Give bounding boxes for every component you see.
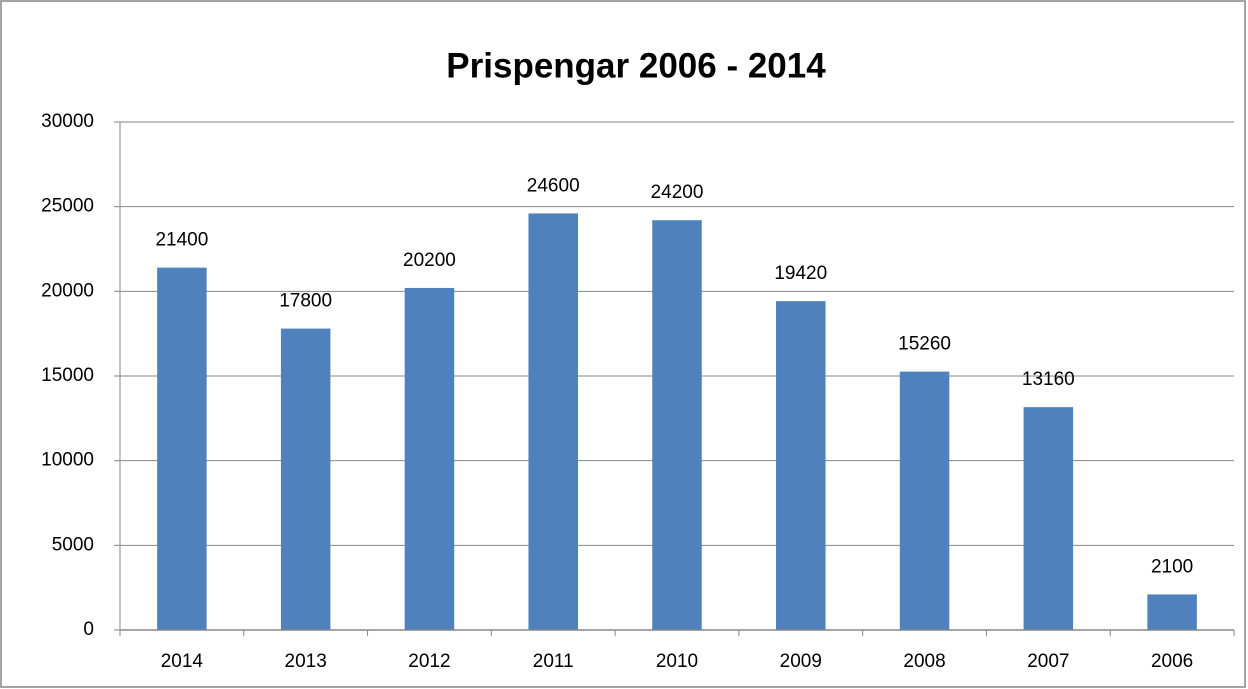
x-tick-label: 2014 [161, 651, 204, 672]
bar [1147, 594, 1197, 630]
data-label: 21400 [155, 230, 208, 251]
y-tick-label: 25000 [41, 196, 94, 217]
bar [157, 267, 207, 630]
x-tick-label: 2007 [1027, 651, 1069, 672]
y-tick-label: 20000 [41, 280, 94, 301]
x-tick-label: 2011 [533, 651, 574, 672]
x-tick-label: 2006 [1151, 651, 1193, 672]
y-tick-label: 5000 [52, 534, 94, 555]
data-label: 20200 [403, 250, 456, 271]
data-label: 13160 [1022, 369, 1075, 390]
chart-title: Prispengar 2006 - 2014 [446, 46, 826, 85]
y-tick-label: 30000 [41, 111, 94, 132]
data-label: 2100 [1151, 556, 1193, 577]
data-label: 15260 [898, 334, 951, 355]
bar [652, 220, 702, 631]
y-tick-label: 15000 [41, 365, 94, 386]
x-tick-label: 2013 [285, 651, 327, 672]
data-label: 17800 [279, 291, 332, 312]
y-tick-label: 10000 [41, 450, 94, 471]
y-tick-label: 0 [83, 619, 94, 640]
bar [899, 371, 950, 630]
bar [1023, 407, 1074, 630]
data-label: 19420 [774, 263, 827, 284]
bar [404, 287, 455, 630]
bar [280, 328, 331, 630]
x-tick-label: 2008 [903, 651, 945, 672]
bar [776, 301, 826, 630]
data-label: 24200 [651, 182, 704, 203]
x-tick-label: 2012 [408, 651, 450, 672]
x-tick-label: 2009 [780, 651, 822, 672]
data-label: 24600 [527, 175, 580, 196]
x-tick-label: 2010 [656, 651, 698, 672]
bar [528, 213, 578, 630]
